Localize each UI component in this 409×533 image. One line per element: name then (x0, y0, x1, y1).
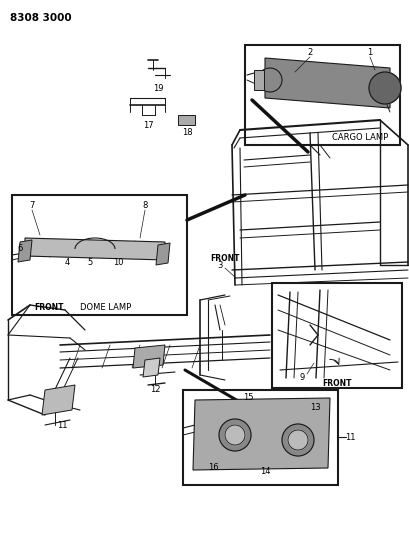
Polygon shape (133, 345, 164, 368)
Text: 5: 5 (87, 257, 92, 266)
Text: FRONT: FRONT (34, 303, 63, 311)
Text: 8308 3000: 8308 3000 (10, 13, 72, 23)
Text: 7: 7 (29, 200, 35, 209)
Text: 14: 14 (259, 467, 270, 477)
Circle shape (368, 72, 400, 104)
Text: FRONT: FRONT (209, 254, 239, 262)
Circle shape (281, 424, 313, 456)
Text: 9: 9 (299, 374, 304, 383)
Polygon shape (25, 238, 164, 260)
Text: FRONT: FRONT (321, 378, 351, 387)
Polygon shape (254, 70, 263, 90)
Polygon shape (264, 58, 389, 108)
Text: 11: 11 (344, 432, 354, 441)
Polygon shape (143, 358, 160, 377)
Bar (182, 390, 337, 485)
Polygon shape (178, 115, 195, 125)
Circle shape (287, 430, 307, 450)
Polygon shape (18, 240, 32, 262)
Text: 19: 19 (153, 84, 163, 93)
Text: 11: 11 (56, 421, 67, 430)
Text: 3: 3 (217, 261, 222, 270)
Text: 12: 12 (149, 385, 160, 394)
Circle shape (218, 419, 250, 451)
Text: 13: 13 (309, 402, 319, 411)
Text: 4: 4 (64, 257, 70, 266)
Bar (12, 195, 187, 315)
Text: 10: 10 (112, 257, 123, 266)
Text: 18: 18 (181, 127, 192, 136)
Text: 6: 6 (17, 244, 22, 253)
Polygon shape (42, 385, 75, 415)
Text: 8: 8 (142, 200, 147, 209)
Polygon shape (155, 243, 170, 265)
Circle shape (257, 68, 281, 92)
Text: 2: 2 (307, 47, 312, 56)
Text: 16: 16 (207, 464, 218, 472)
Text: DOME LAMP: DOME LAMP (80, 303, 131, 311)
Text: CARGO LAMP: CARGO LAMP (331, 133, 387, 141)
Bar (271, 283, 401, 388)
Circle shape (225, 425, 245, 445)
Text: 15: 15 (242, 393, 253, 402)
Text: 17: 17 (142, 120, 153, 130)
Text: 1: 1 (366, 47, 372, 56)
Bar (245, 45, 399, 145)
Polygon shape (193, 398, 329, 470)
